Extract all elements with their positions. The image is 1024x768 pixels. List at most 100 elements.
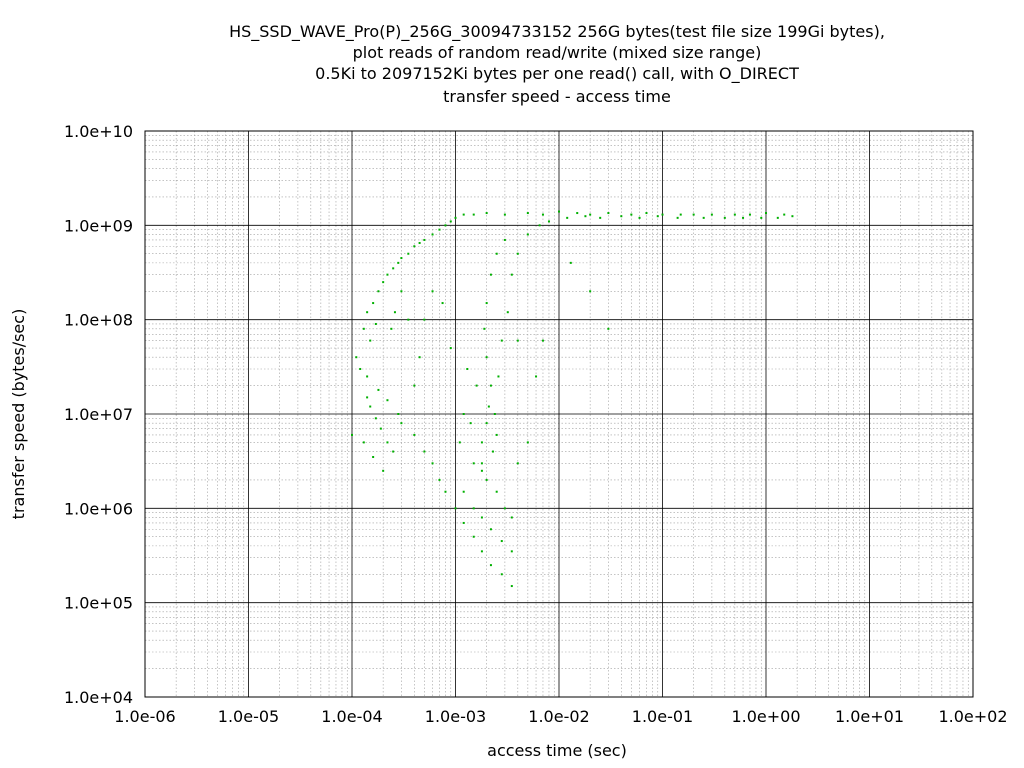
data-point (418, 356, 421, 359)
data-point (374, 322, 377, 325)
data-point (379, 427, 382, 430)
y-tick-label: 1.0e+05 (64, 594, 133, 613)
data-point (491, 450, 494, 453)
data-point (462, 490, 465, 493)
data-point (638, 216, 641, 219)
data-point (500, 339, 503, 342)
data-point (392, 267, 395, 270)
data-point (485, 356, 488, 359)
x-tick-label: 1.0e+00 (731, 707, 800, 726)
x-tick-label: 1.0e-02 (528, 707, 589, 726)
data-point (472, 535, 475, 538)
data-point (765, 212, 767, 215)
scatter-series (351, 210, 794, 588)
chart-title: HS_SSD_WAVE_Pro(P)_256G_30094733152 256G… (229, 22, 885, 106)
data-point (510, 550, 513, 553)
data-point (372, 302, 375, 305)
data-point (472, 213, 475, 216)
data-point (748, 213, 751, 216)
data-point (400, 422, 403, 425)
x-tick-label: 1.0e-05 (218, 707, 279, 726)
data-point (355, 356, 358, 359)
data-point (676, 216, 679, 219)
data-point (475, 384, 478, 387)
data-point (742, 216, 745, 219)
data-point (386, 399, 389, 402)
data-point (607, 327, 610, 330)
data-point (472, 507, 475, 510)
data-point (510, 516, 513, 519)
data-point (510, 585, 513, 588)
data-point (480, 462, 483, 465)
data-point (441, 302, 444, 305)
data-point (656, 215, 659, 218)
x-tick-label: 1.0e+02 (938, 707, 1007, 726)
data-point (723, 216, 726, 219)
title-line-2: plot reads of random read/write (mixed s… (353, 43, 762, 62)
data-point (382, 469, 385, 472)
data-point (397, 261, 400, 264)
data-point (407, 318, 410, 321)
x-tick-label: 1.0e+01 (835, 707, 904, 726)
data-point (480, 516, 483, 519)
data-point (526, 233, 529, 236)
data-point (393, 311, 396, 314)
data-point (489, 528, 492, 531)
y-tick-label: 1.0e+06 (64, 499, 133, 518)
data-point (366, 311, 369, 314)
x-axis-label: access time (sec) (487, 741, 627, 760)
grid (145, 131, 973, 697)
data-point (454, 507, 457, 510)
plot-area-frame (144, 130, 974, 698)
data-point (495, 490, 498, 493)
data-point (485, 212, 488, 215)
data-point (791, 215, 794, 218)
data-point (469, 422, 472, 425)
data-point (535, 375, 538, 378)
data-point (483, 327, 486, 330)
title-line-4: transfer speed - access time (443, 87, 671, 106)
title-line-1: HS_SSD_WAVE_Pro(P)_256G_30094733152 256G… (229, 22, 885, 42)
data-point (589, 290, 592, 293)
data-point (374, 417, 377, 420)
data-point (733, 213, 736, 216)
x-tick-label: 1.0e-04 (321, 707, 382, 726)
data-point (776, 216, 779, 219)
data-point (576, 212, 579, 215)
data-point (783, 213, 786, 216)
data-point (500, 573, 503, 576)
y-tick-label: 1.0e+04 (64, 688, 133, 707)
title-line-3: 0.5Ki to 2097152Ki bytes per one read() … (315, 64, 799, 84)
data-point (558, 210, 560, 213)
data-point (351, 433, 353, 436)
data-point (431, 233, 434, 236)
data-point (599, 216, 602, 219)
data-point (423, 450, 426, 453)
data-point (760, 216, 763, 219)
y-tick-label: 1.0e+09 (64, 216, 133, 235)
data-point (466, 367, 469, 370)
data-point (516, 252, 519, 255)
data-point (386, 273, 389, 276)
y-tick-label: 1.0e+10 (64, 122, 133, 141)
y-tick-label: 1.0e+08 (64, 311, 133, 330)
data-point (489, 273, 492, 276)
data-point (489, 564, 492, 567)
data-point (607, 212, 610, 215)
data-point (413, 384, 416, 387)
data-point (516, 462, 519, 465)
data-point (377, 388, 380, 391)
x-axis-ticks: 1.0e-06 1.0e-05 1.0e-04 1.0e-03 1.0e-02 … (114, 707, 1007, 726)
data-point (589, 213, 592, 216)
data-point (372, 456, 375, 459)
data-point (462, 213, 465, 216)
data-point (377, 290, 380, 293)
data-point (458, 441, 461, 444)
data-point (480, 469, 483, 472)
data-point (438, 228, 441, 231)
y-tick-label: 1.0e+07 (64, 405, 133, 424)
data-point (480, 550, 483, 553)
data-point (390, 327, 393, 330)
data-point (710, 213, 713, 216)
data-point (454, 216, 457, 219)
